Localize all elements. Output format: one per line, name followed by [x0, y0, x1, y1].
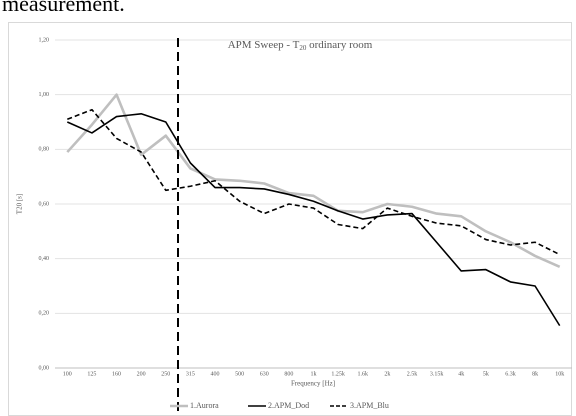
- y-tick-label: 0,60: [39, 201, 50, 207]
- x-tick-label: 125: [87, 371, 96, 377]
- x-tick-label: 200: [137, 371, 146, 377]
- y-axis-label: T20 [s]: [16, 194, 24, 214]
- x-tick-label: 160: [112, 371, 121, 377]
- x-tick-label: 800: [284, 371, 293, 377]
- x-tick-label: 6.3k: [505, 371, 516, 377]
- x-tick-label: 2k: [384, 371, 390, 377]
- x-tick-label: 1.6k: [357, 371, 368, 377]
- x-tick-label: 250: [161, 371, 170, 377]
- chart-title: APM Sweep - T20 ordinary room: [228, 39, 373, 52]
- x-tick-label: 5k: [483, 371, 489, 377]
- x-axis-label: Frequency [Hz]: [291, 380, 335, 388]
- title-part: ordinary room: [306, 39, 372, 51]
- cut-text: measurement.: [2, 0, 125, 16]
- y-tick-label: 0,00: [39, 365, 50, 371]
- y-tick-label: 1,00: [39, 92, 50, 98]
- x-tick-label: 2.5k: [407, 371, 418, 377]
- x-tick-label: 1k: [311, 371, 317, 377]
- series-line: [66, 113, 561, 327]
- x-tick-label: 1.25k: [331, 371, 345, 377]
- series-line: [67, 108, 561, 256]
- x-tick-label: 10k: [555, 371, 564, 377]
- chart-frame: [8, 22, 572, 416]
- title-subscript: 20: [299, 44, 307, 52]
- legend-label: 3.APM_Blu: [350, 401, 389, 410]
- legend-label: 2.APM_Dod: [268, 401, 309, 410]
- x-tick-label: 8k: [532, 371, 538, 377]
- x-tick-label: 500: [235, 371, 244, 377]
- x-tick-label: 400: [211, 371, 220, 377]
- x-tick-label: 100: [63, 371, 72, 377]
- y-tick-label: 0,80: [39, 147, 50, 153]
- y-tick-label: 0,40: [39, 256, 50, 262]
- x-tick-label: 3.15k: [430, 371, 444, 377]
- title-part: APM Sweep - T: [228, 39, 300, 51]
- x-tick-label: 4k: [458, 371, 464, 377]
- y-tick-label: 1,20: [39, 37, 50, 43]
- x-tick-label: 315: [186, 371, 195, 377]
- legend-label: 1.Aurora: [190, 401, 219, 410]
- series-line: [66, 93, 561, 269]
- y-tick-label: 0,20: [39, 311, 50, 317]
- x-tick-label: 630: [260, 371, 269, 377]
